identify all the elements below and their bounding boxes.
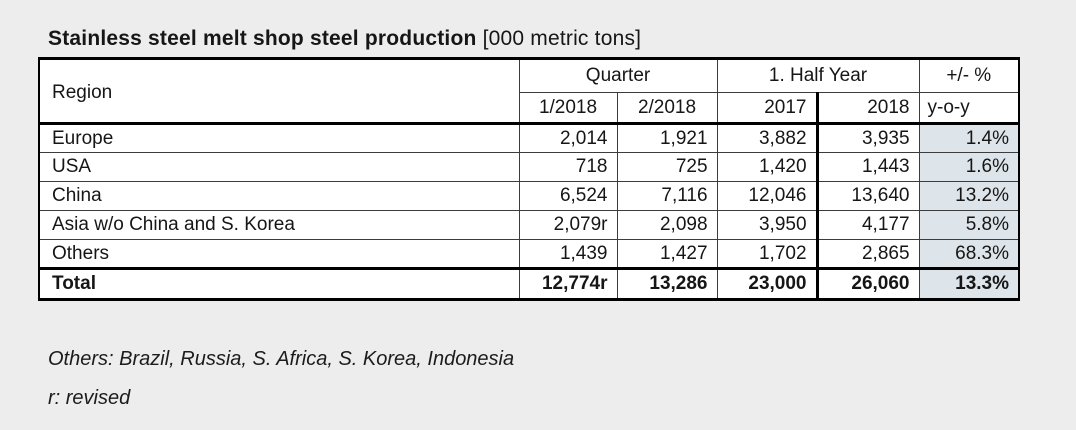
col-header-yoy: y-o-y xyxy=(918,92,1020,125)
cell-q2-2018: 725 xyxy=(616,152,718,182)
cell-region: Europe xyxy=(38,123,520,153)
cell-h1-2017: 1,420 xyxy=(716,152,818,182)
cell-total-label: Total xyxy=(38,267,520,300)
col-header-pct: +/- % xyxy=(918,58,1020,93)
cell-q2-2018: 1,921 xyxy=(616,123,718,153)
cell-h1-2017: 3,882 xyxy=(716,123,818,153)
cell-region: China xyxy=(38,181,520,211)
header-row-groups: Region Quarter 1. Half Year +/- % xyxy=(38,58,1020,125)
col-header-2017: 2017 xyxy=(716,92,818,125)
cell-h1-2018: 3,935 xyxy=(815,123,920,153)
cell-total-q2-2018: 13,286 xyxy=(616,267,718,300)
cell-total-q1-2018: 12,774r xyxy=(518,267,618,300)
header-row-periods: 1/2018 2/2018 2017 2018 y-o-y xyxy=(39,92,1020,125)
col-header-quarter: Quarter xyxy=(518,58,718,93)
cell-total-yoy-pct: 13.3% xyxy=(918,267,1020,300)
cell-yoy-pct: 1.4% xyxy=(918,123,1020,153)
cell-q1-2018: 1,439 xyxy=(518,239,618,269)
cell-region: Others xyxy=(38,239,520,269)
cell-h1-2018: 2,865 xyxy=(815,239,920,269)
page-title-text: Stainless steel melt shop steel producti… xyxy=(48,27,477,50)
cell-q1-2018: 2,079r xyxy=(518,210,618,240)
title-unit: [000 metric tons] xyxy=(482,27,642,50)
table-row-total: Total 12,774r 13,286 23,000 26,060 13.3% xyxy=(38,267,1020,300)
cell-q2-2018: 7,116 xyxy=(616,181,718,211)
cell-yoy-pct: 13.2% xyxy=(918,181,1020,211)
cell-region: USA xyxy=(38,152,520,182)
cell-h1-2018: 4,177 xyxy=(815,210,920,240)
cell-total-h1-2018: 26,060 xyxy=(815,267,920,300)
table-row-asia: Asia w/o China and S. Korea 2,079r 2,098… xyxy=(38,210,1020,240)
col-header-2018: 2018 xyxy=(815,92,920,125)
cell-h1-2018: 1,443 xyxy=(815,152,920,182)
note-others-definition: Others: Brazil, Russia, S. Africa, S. Ko… xyxy=(48,348,515,370)
col-header-half-year: 1. Half Year xyxy=(716,58,920,93)
cell-yoy-pct: 5.8% xyxy=(918,210,1020,240)
col-header-q1-2018: 1/2018 xyxy=(518,92,618,125)
col-header-region: Region xyxy=(38,58,520,125)
cell-q1-2018: 2,014 xyxy=(518,123,618,153)
production-table: Region Quarter 1. Half Year +/- % 1/2018… xyxy=(38,57,1021,301)
cell-yoy-pct: 68.3% xyxy=(918,239,1020,269)
table-row-others: Others 1,439 1,427 1,702 2,865 68.3% xyxy=(38,239,1020,269)
cell-q1-2018: 6,524 xyxy=(518,181,618,211)
col-header-q2-2018: 2/2018 xyxy=(616,92,718,125)
cell-total-h1-2017: 23,000 xyxy=(716,267,818,300)
cell-region: Asia w/o China and S. Korea xyxy=(38,210,520,240)
table-row-china: China 6,524 7,116 12,046 13,640 13.2% xyxy=(38,181,1020,211)
cell-h1-2017: 12,046 xyxy=(716,181,818,211)
table-row-usa: USA 718 725 1,420 1,443 1.6% xyxy=(38,152,1020,182)
cell-q2-2018: 1,427 xyxy=(616,239,718,269)
table-row-europe: Europe 2,014 1,921 3,882 3,935 1.4% xyxy=(38,123,1020,153)
cell-h1-2017: 3,950 xyxy=(716,210,818,240)
cell-yoy-pct: 1.6% xyxy=(918,152,1020,182)
cell-q1-2018: 718 xyxy=(518,152,618,182)
note-revised: r: revised xyxy=(48,387,131,409)
cell-h1-2018: 13,640 xyxy=(815,181,920,211)
cell-q2-2018: 2,098 xyxy=(616,210,718,240)
cell-h1-2017: 1,702 xyxy=(716,239,818,269)
page-title: Stainless steel melt shop steel producti… xyxy=(48,27,641,51)
